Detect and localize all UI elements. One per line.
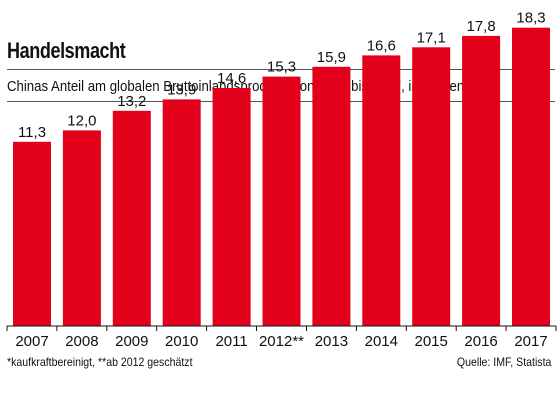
- data-label: 13,9: [167, 81, 196, 98]
- data-label: 16,6: [367, 37, 396, 54]
- x-tick-label: 2008: [65, 333, 98, 350]
- x-axis-ticks: [6, 326, 557, 331]
- x-tick-label: 2007: [15, 333, 48, 350]
- source-note: Quelle: IMF, Statista: [456, 355, 551, 369]
- x-tick-label: 2014: [365, 333, 398, 350]
- x-tick-label: 2010: [165, 333, 198, 350]
- chart-subtitle: Chinas Anteil am globalen Bruttoinlandsp…: [7, 78, 468, 95]
- footnote: *kaufkraftbereinigt, **ab 2012 geschätzt: [7, 355, 193, 369]
- data-label: 17,8: [466, 18, 495, 35]
- x-axis-labels: 2007 2008 2009 2010 2011 2012** 2013 2014 2015 20…: [15, 333, 547, 350]
- x-tick-label: 2012**: [259, 333, 304, 350]
- bar-2013: [312, 66, 351, 327]
- x-tick-label: 2011: [215, 333, 247, 350]
- bar-2009: [112, 110, 151, 326]
- data-label: 15,3: [267, 59, 296, 76]
- bar-2008: [62, 130, 101, 326]
- bar-2012: [262, 76, 301, 326]
- data-label: 14,6: [217, 70, 246, 87]
- bar-2010: [162, 99, 201, 327]
- data-label: 12,0: [67, 112, 96, 129]
- data-label: 15,9: [317, 49, 346, 66]
- data-label-group: 11,3 12,0 13,2 13,9 14,6 15,3 15,9 16,6 17,1 17,8…: [18, 10, 546, 141]
- x-tick-label: 2013: [315, 333, 348, 350]
- x-tick-label: 2015: [415, 333, 448, 350]
- data-label: 11,3: [18, 124, 46, 141]
- data-label: 17,1: [417, 29, 446, 46]
- x-tick-label: 2016: [464, 333, 497, 350]
- bar-2015: [412, 47, 451, 327]
- title-divider: [7, 69, 555, 70]
- bar-2014: [362, 55, 401, 327]
- bar-2016: [462, 35, 501, 327]
- bar-group: [13, 27, 550, 327]
- chart-title: Handelsmacht: [7, 38, 126, 63]
- x-tick-label: 2017: [514, 333, 547, 350]
- data-label: 18,3: [516, 10, 545, 27]
- data-label: 13,2: [117, 93, 146, 110]
- bar-2017: [512, 27, 550, 326]
- bar-2007: [13, 141, 51, 326]
- bar-2011: [212, 88, 251, 326]
- x-tick-label: 2009: [115, 333, 148, 350]
